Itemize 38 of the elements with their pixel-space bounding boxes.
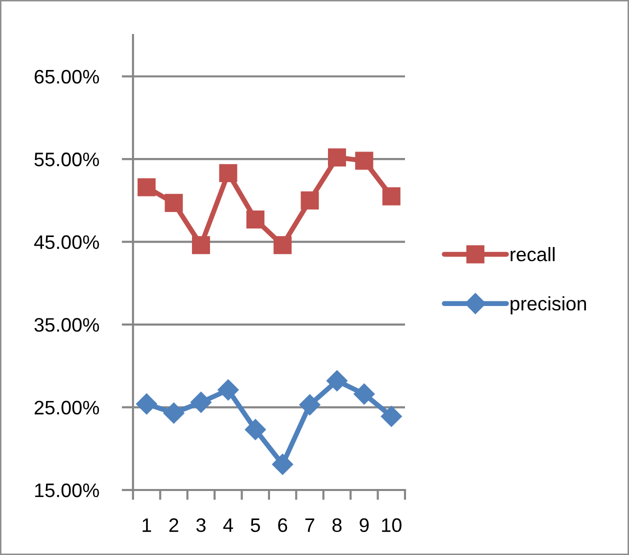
y-tick-label: 35.00%	[34, 318, 99, 332]
point	[190, 392, 212, 413]
point	[244, 419, 266, 440]
y-tick-label: 25.00%	[34, 400, 99, 415]
x-tick-label: 6	[278, 518, 288, 532]
y-tick-label: 15.00%	[35, 483, 99, 498]
point	[300, 191, 319, 210]
point	[326, 370, 348, 392]
x-tick-label: 7	[305, 518, 314, 532]
point	[219, 164, 238, 182]
point	[272, 454, 294, 475]
x-tick-label: 8	[332, 518, 342, 532]
x-tick-label: 9	[360, 518, 369, 532]
point	[380, 406, 402, 427]
point	[355, 152, 374, 170]
x-tick-label: 2	[169, 518, 178, 532]
y-tick-label: 65.00%	[34, 70, 99, 84]
x-tick-label: 10	[382, 518, 402, 532]
point	[218, 379, 239, 400]
x-tick-label: 1	[142, 518, 152, 532]
point	[299, 394, 320, 416]
point	[192, 236, 210, 254]
point	[274, 236, 292, 254]
x-tick-label: 3	[196, 518, 206, 532]
point	[136, 393, 158, 414]
y-tick-label: 45.00%	[34, 235, 99, 250]
point	[163, 402, 184, 424]
point	[354, 384, 375, 405]
point	[246, 210, 264, 229]
x-tick-label: 4	[223, 518, 234, 532]
point	[382, 187, 400, 206]
point	[164, 194, 183, 212]
point	[328, 148, 346, 166]
point	[138, 178, 156, 196]
x-tick-label: 5	[250, 518, 260, 532]
legend-label: recall	[510, 247, 555, 262]
y-tick-label: 55.00%	[34, 152, 99, 166]
legend-label: precision	[510, 296, 586, 314]
